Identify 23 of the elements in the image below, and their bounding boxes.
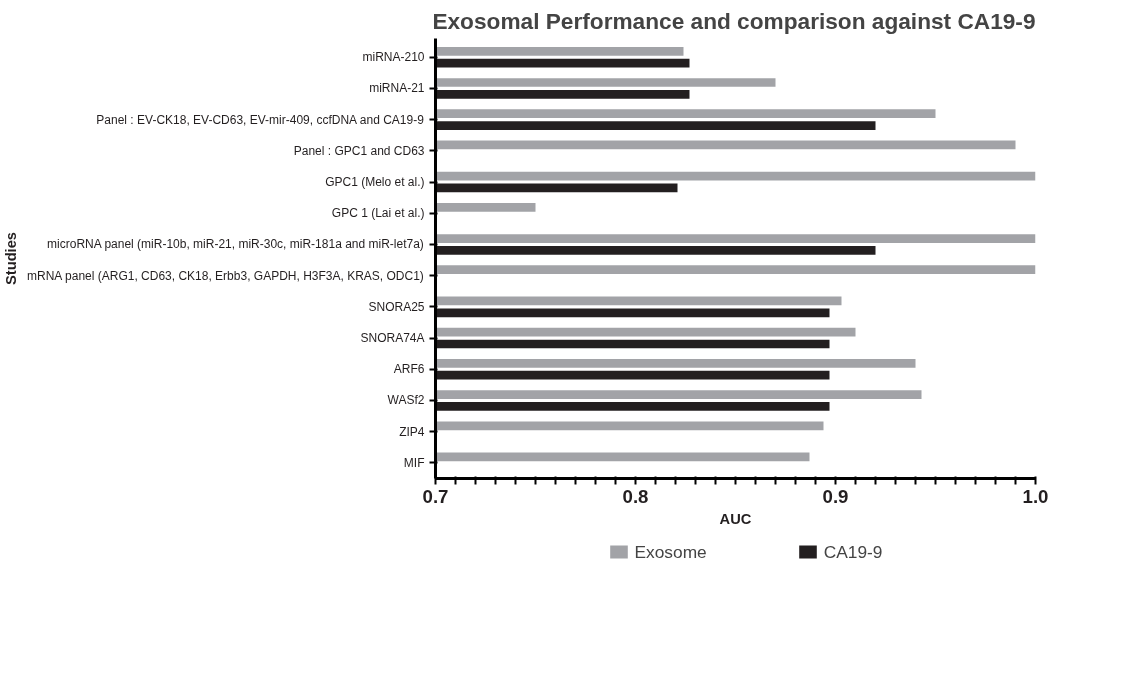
y-tick-label: microRNA panel (miR-10b, miR-21, miR-30c, miR-181a and miR-let7a) [47,237,424,252]
y-tick-label: SNORA25 [368,299,425,314]
x-tick-label: 0.9 [822,485,849,507]
y-tick-label: ARF6 [393,362,425,377]
y-tick-label: Panel : EV-CK18, EV-CD63, EV-mir-409, ccfDNA and CA19-9 [96,112,425,127]
y-tick-label: Panel : GPC1 and CD63 [293,143,425,158]
chart-title: Exosomal Performance and comparison against CA19-9 [432,7,1036,34]
legend-label: CA19-9 [823,541,883,562]
x-tick-label: 0.7 [422,485,449,507]
y-tick-label: mRNA panel (ARG1, CD63, CK18, Erbb3, GAPDH, H3F3A, KRAS, ODC1) [27,268,424,283]
y-tick-label: SNORA74A [360,331,425,346]
legend-label: Exosome [634,541,707,562]
y-tick-label: GPC 1 (Lai et al.) [331,206,425,221]
x-tick-label: 0.8 [622,485,649,507]
y-axis-title: Studies [3,232,20,285]
x-tick-label: 1.0 [1022,485,1049,507]
y-tick-label: miRNA-21 [369,81,425,96]
y-tick-label: WASf2 [387,393,425,408]
y-tick-label: GPC1 (Melo et al.) [325,175,425,190]
y-tick-label: MIF [403,455,425,470]
y-tick-label: miRNA-210 [362,50,425,65]
x-axis-title: AUC [719,510,752,527]
y-tick-label: ZIP4 [399,424,425,439]
